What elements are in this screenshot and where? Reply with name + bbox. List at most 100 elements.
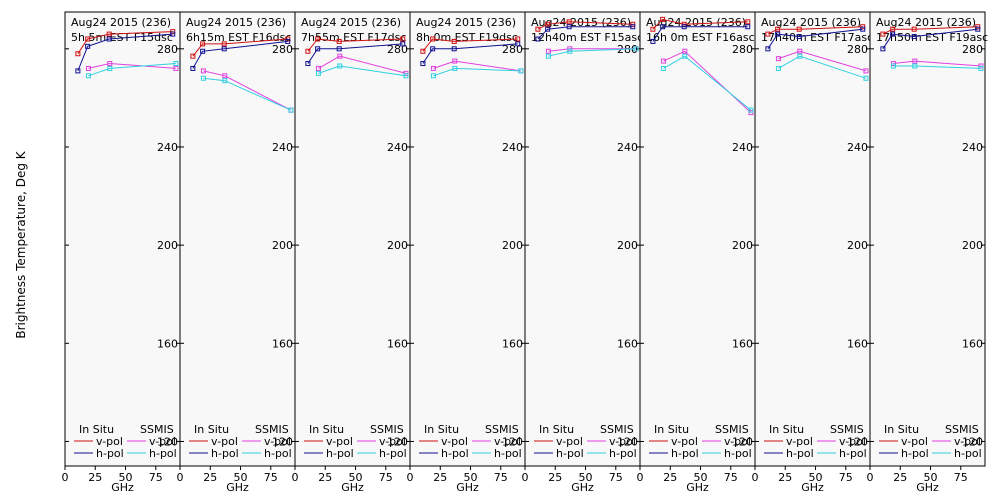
point-insitu_h [745,24,751,30]
point-insitu_v [545,21,551,27]
legend-in-situ: In Situ [79,423,114,436]
point-insitu_h [535,36,541,42]
series-line-insitu_h [537,26,633,40]
y-tick-label: 160 [387,337,408,350]
point-ssmis_v [173,65,179,71]
series-line-insitu_v [422,38,518,52]
point-insitu_v [890,26,896,32]
legend-label-ssmis-vpol: v-pol [609,435,636,448]
legend-label-ssmis-vpol: v-pol [494,435,521,448]
x-tick-label: 50 [579,471,593,484]
y-tick-label: 160 [617,337,638,350]
legend-ssmis: SSMIS [140,423,174,436]
x-axis-label: GHz [341,481,364,494]
point-ssmis_h [107,65,113,71]
point-insitu_v [430,36,436,42]
point-ssmis_v [452,58,458,64]
series-line-insitu_h [192,40,288,69]
point-ssmis_v [545,48,551,54]
series-line-insitu_h [77,33,173,72]
legend-ssmis: SSMIS [830,423,864,436]
point-ssmis_h [200,75,206,81]
x-tick-label: 75 [609,471,623,484]
series-line-insitu_h [422,43,518,64]
legend-label-ssmis-vpol: v-pol [264,435,291,448]
series-group [190,36,294,113]
legend-in-situ: In Situ [539,423,574,436]
point-insitu_h [681,24,687,30]
point-ssmis_v [107,61,113,67]
legend-label-insitu-hpol: h-pol [671,447,699,460]
y-tick-label: 240 [847,141,868,154]
panel-frame [294,11,411,467]
y-tick-label: 160 [732,337,753,350]
series-group [880,24,984,71]
point-insitu_h [430,46,436,52]
y-tick-label: 280 [732,43,753,56]
panel-6: 120 160 200 240 280 0 25 50 75 GHz Aug24 2015 (236… [637,11,756,494]
panel-title: Aug24 2015 (236) [186,16,286,29]
y-tick-label: 200 [847,239,868,252]
panel-title: Aug24 2015 (236) [876,16,976,29]
point-ssmis_v [200,68,206,74]
legend-label-ssmis-hpol: h-pol [149,447,177,460]
series-line-ssmis_h [88,63,177,77]
point-insitu_h [880,46,886,52]
point-ssmis_h [85,73,91,79]
x-tick-label: 25 [433,471,447,484]
series-line-ssmis_h [433,67,522,77]
y-axis-label: Brightness Temperature, Deg K [14,150,28,338]
point-insitu_v [796,26,802,32]
x-tick-label: 25 [893,471,907,484]
y-tick-label: 240 [962,141,983,154]
point-insitu_v [85,36,91,42]
point-ssmis_h [890,63,896,69]
point-insitu_h [285,38,291,44]
panel-subtitle: 16h 0m EST F16asc [646,31,755,44]
point-ssmis_h [403,73,409,79]
panel-frame [869,11,986,467]
point-insitu_h [650,38,656,44]
x-tick-label: 75 [379,471,393,484]
legend-ssmis: SSMIS [600,423,634,436]
panel-2: 120 160 200 240 280 0 25 50 75 GHz Aug24 2015 (236… [177,11,296,494]
x-axis-label: GHz [916,481,939,494]
legend-ssmis: SSMIS [255,423,289,436]
x-tick-label: 0 [292,471,299,484]
point-insitu_h [566,24,572,30]
x-tick-label: 0 [867,471,874,484]
y-tick-label: 160 [272,337,293,350]
legend-in-situ: In Situ [309,423,344,436]
point-ssmis_h [633,46,639,52]
point-insitu_v [75,51,81,57]
y-tick-label: 280 [847,43,868,56]
legend-label-insitu-hpol: h-pol [96,447,124,460]
series-line-ssmis_h [548,48,637,57]
panel-frame [64,11,181,467]
point-insitu_h [630,24,636,30]
panel-title: Aug24 2015 (236) [646,16,746,29]
legend-label-insitu-hpol: h-pol [901,447,929,460]
legend-label-ssmis-hpol: h-pol [494,447,522,460]
x-tick-label: 0 [637,471,644,484]
legend-label-insitu-hpol: h-pol [556,447,584,460]
legend-in-situ: In Situ [424,423,459,436]
x-tick-label: 25 [203,471,217,484]
point-ssmis_h [978,65,984,71]
panel-subtitle: 8h 0m EST F19dsc [416,31,518,44]
series-line-ssmis_v [318,55,407,74]
x-tick-label: 25 [88,471,102,484]
point-ssmis_v [337,53,343,59]
x-tick-label: 75 [264,471,278,484]
legend-label-ssmis-hpol: h-pol [839,447,867,460]
legend-label-ssmis-hpol: h-pol [609,447,637,460]
series-group [420,36,524,79]
point-ssmis_v [430,65,436,71]
